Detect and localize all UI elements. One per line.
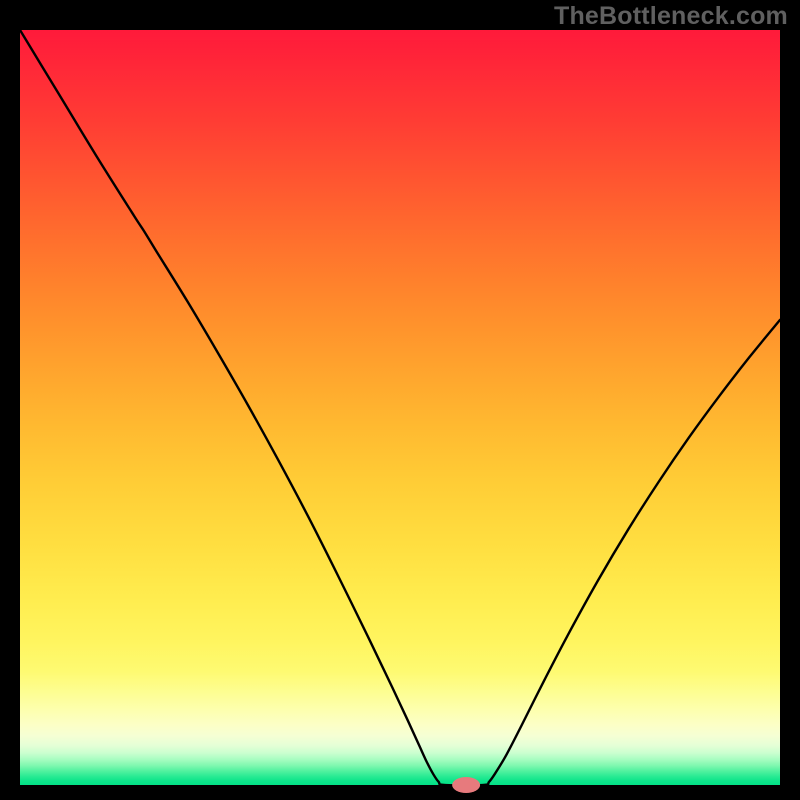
watermark-text: TheBottleneck.com: [554, 2, 788, 31]
plot-gradient-background: [20, 30, 780, 785]
optimal-marker: [452, 777, 480, 793]
chart-container: TheBottleneck.com: [0, 0, 800, 800]
bottleneck-chart: [0, 0, 800, 800]
